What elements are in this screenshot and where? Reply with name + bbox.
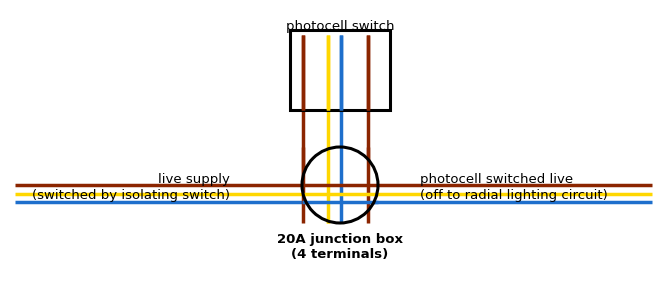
Text: live supply: live supply [158, 173, 230, 187]
Bar [290, 30, 390, 110]
Circle shape [302, 147, 378, 223]
Text: (off to radial lighting circuit): (off to radial lighting circuit) [420, 188, 608, 201]
Text: 20A junction box: 20A junction box [277, 233, 403, 246]
Text: (4 terminals): (4 terminals) [291, 248, 389, 261]
Text: photocell switched live: photocell switched live [420, 173, 573, 187]
Text: photocell switch: photocell switch [285, 20, 394, 33]
Text: (switched by isolating switch): (switched by isolating switch) [32, 188, 230, 201]
